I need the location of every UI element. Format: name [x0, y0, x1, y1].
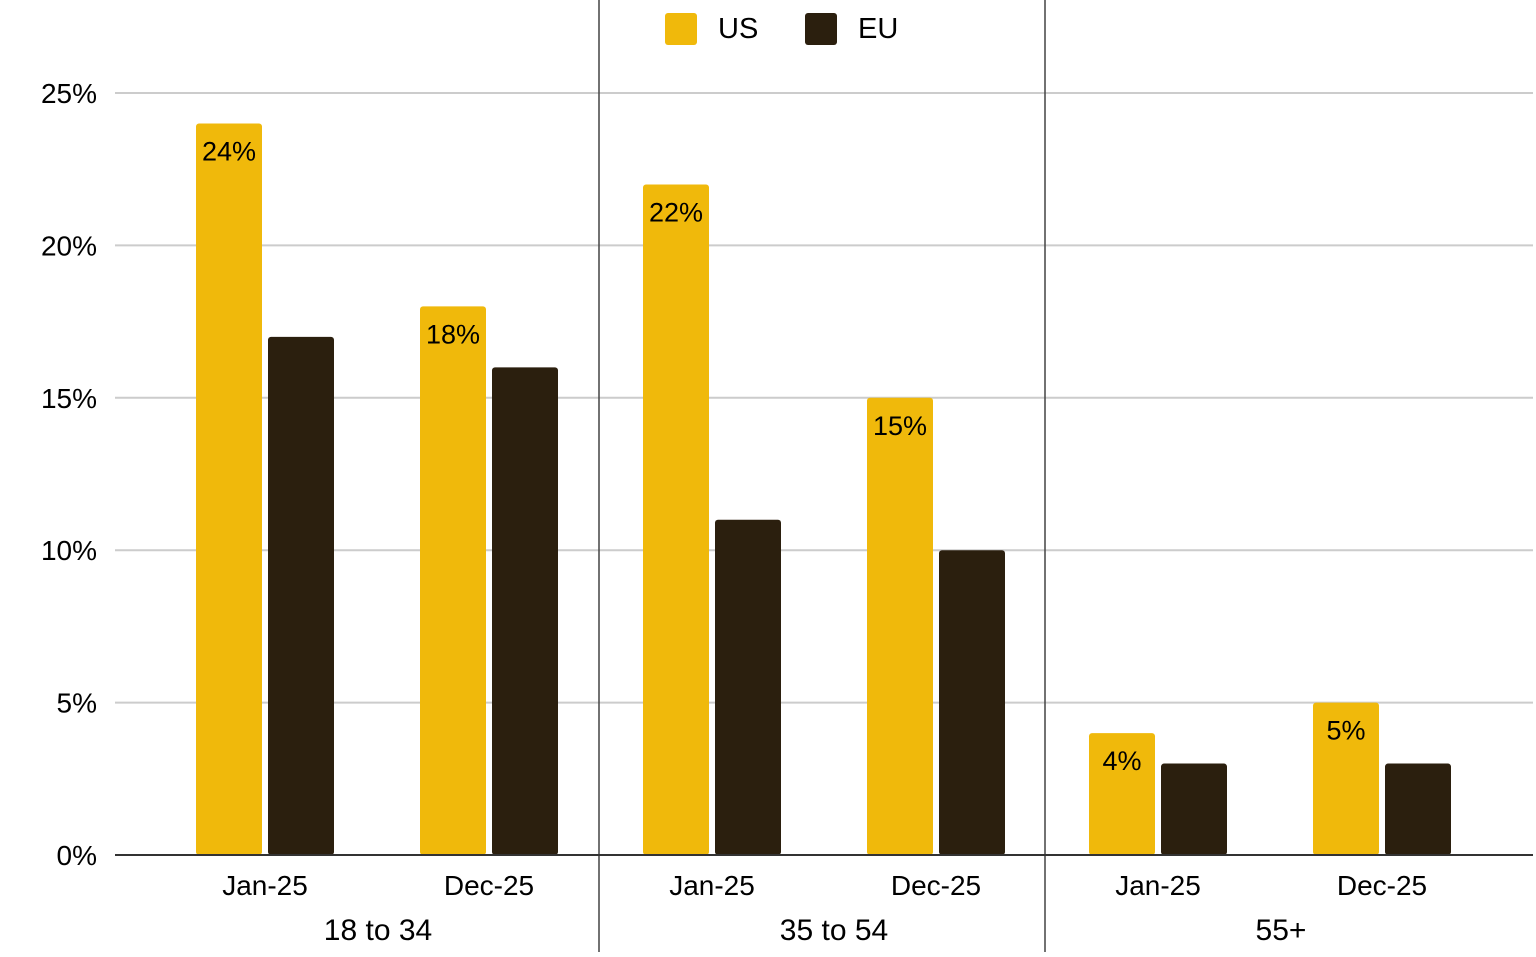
bar-eu — [939, 550, 1005, 855]
bar-eu — [1161, 763, 1227, 855]
legend-label: EU — [858, 13, 898, 45]
y-tick-label: 20% — [41, 230, 97, 261]
bar-eu — [1385, 763, 1451, 855]
y-tick-label: 25% — [41, 78, 97, 109]
x-category-label: Jan-25 — [1115, 870, 1201, 901]
bar-data-label: 22% — [649, 197, 703, 227]
bar-us — [643, 184, 709, 855]
bar-us — [196, 123, 262, 856]
x-category-label: Jan-25 — [669, 870, 755, 901]
group-label: 18 to 34 — [324, 914, 432, 947]
bar-data-label: 18% — [426, 319, 480, 349]
bars — [196, 123, 1451, 856]
bar-data-label: 5% — [1326, 716, 1365, 746]
bar-data-label: 24% — [202, 136, 256, 166]
x-category-label: Jan-25 — [222, 870, 308, 901]
labels: 0% 5% 10% 15% 20% 25% 24% Jan-25 18% Dec-25 18 to … — [41, 78, 1427, 947]
y-tick-label: 15% — [41, 383, 97, 414]
bar-eu — [492, 367, 558, 855]
group-label: 35 to 54 — [780, 914, 888, 947]
x-category-label: Dec-25 — [1337, 870, 1427, 901]
legend-swatch — [805, 13, 837, 45]
x-category-label: Dec-25 — [891, 870, 981, 901]
gridlines — [115, 92, 1533, 704]
bar-us — [1089, 733, 1155, 855]
bar-us — [1313, 702, 1379, 855]
y-tick-label: 10% — [41, 535, 97, 566]
group-label: 55+ — [1256, 914, 1307, 947]
bar-data-label: 4% — [1102, 746, 1141, 776]
bar-data-label: 15% — [873, 411, 927, 441]
legend: US EU — [665, 13, 898, 45]
bar-us — [867, 397, 933, 855]
bar-us — [420, 306, 486, 855]
legend-label: US — [718, 13, 758, 45]
bar-eu — [268, 336, 334, 856]
y-tick-label: 5% — [57, 688, 97, 719]
x-category-label: Dec-25 — [444, 870, 534, 901]
y-tick-label: 0% — [57, 840, 97, 871]
axes — [115, 0, 1533, 952]
legend-swatch — [665, 13, 697, 45]
bar-eu — [715, 519, 781, 855]
